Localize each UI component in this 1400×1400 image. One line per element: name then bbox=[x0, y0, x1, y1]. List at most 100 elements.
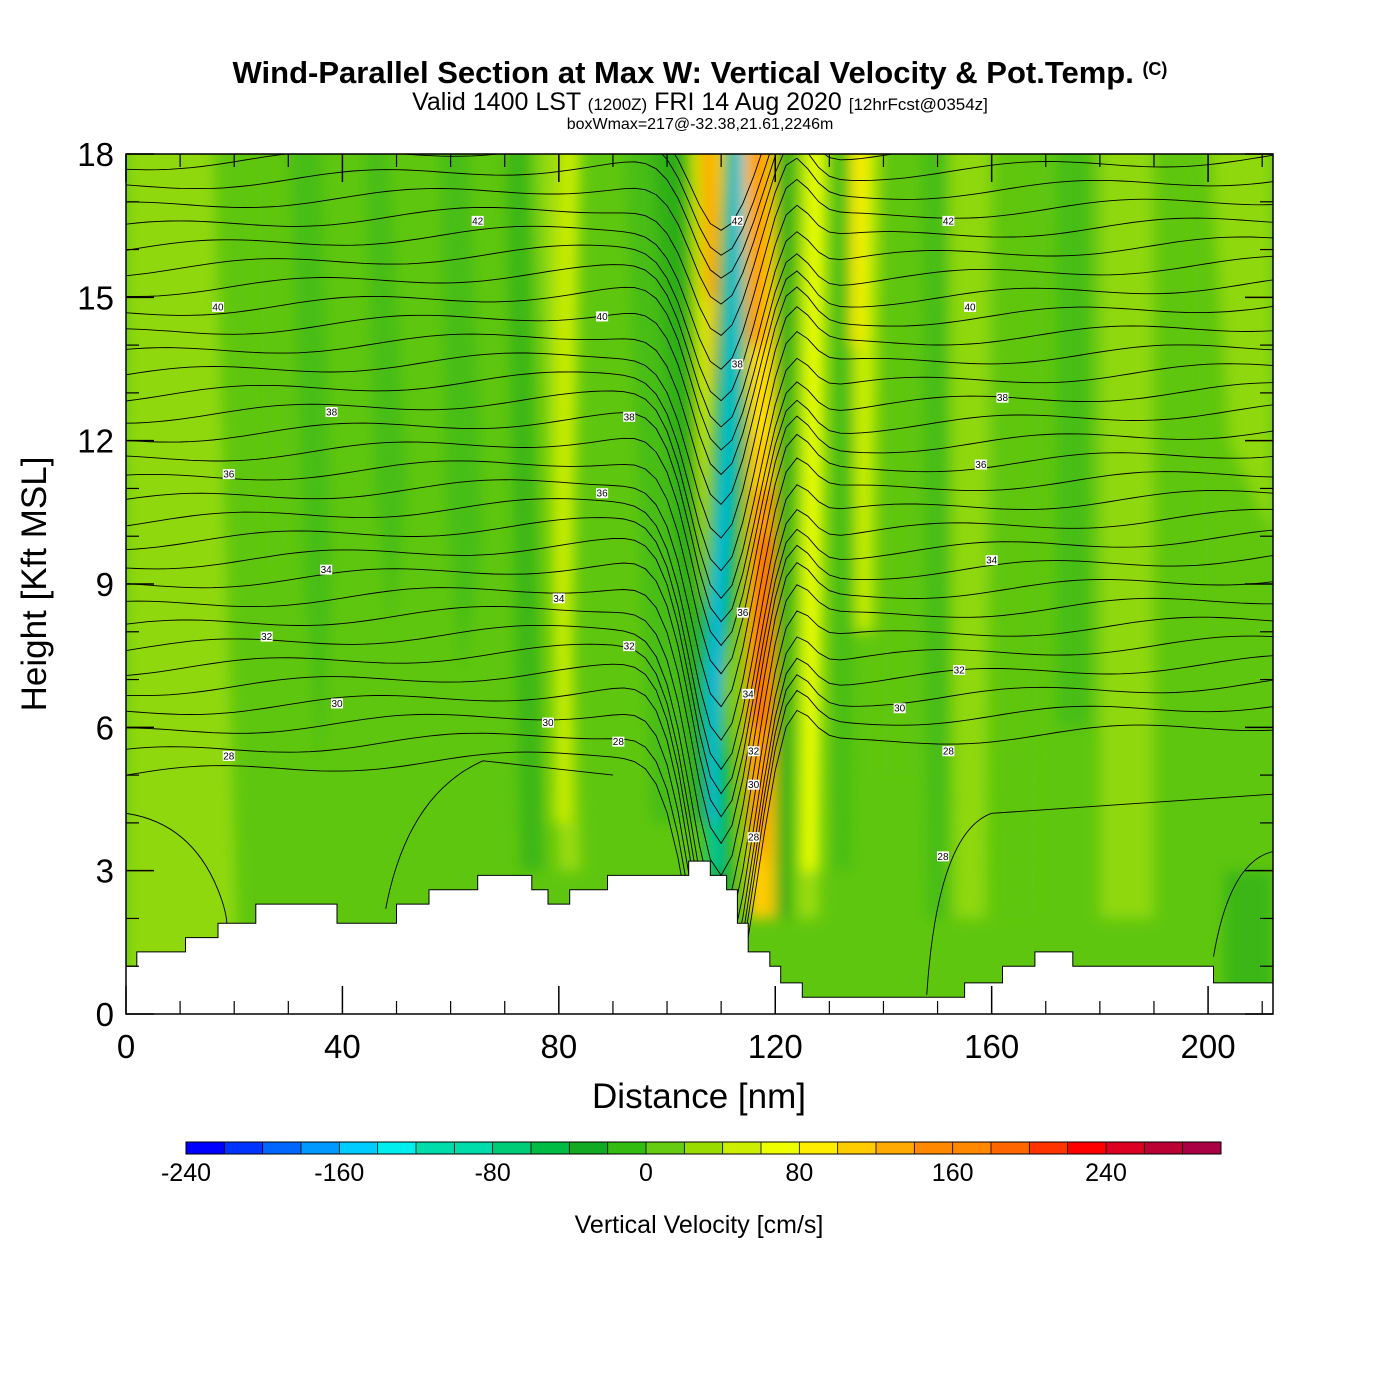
colorbar-swatch bbox=[952, 1142, 992, 1154]
colorbar-tick-label: 80 bbox=[785, 1159, 813, 1187]
colorbar-swatch bbox=[1182, 1142, 1222, 1154]
colorbar-swatch bbox=[1029, 1142, 1069, 1154]
isentrope-line bbox=[126, 270, 1273, 476]
weak-updraft-region bbox=[948, 154, 992, 919]
colorbar-tick-label: 160 bbox=[932, 1159, 974, 1187]
colorbar bbox=[185, 1141, 1222, 1155]
isentrope-line bbox=[126, 415, 1273, 675]
contour-label: 28 bbox=[613, 737, 625, 748]
contour-label: 36 bbox=[975, 460, 987, 471]
colorbar-tick-label: -80 bbox=[475, 1159, 511, 1187]
isentrope-line bbox=[126, 154, 896, 279]
weak-downdraft-stripe bbox=[440, 154, 484, 680]
colorbar-swatch bbox=[799, 1142, 839, 1154]
plot-area: 42 42 42 40 40 40 38 38 38 38 36 36 36 36 34 34 34 34 32 32… bbox=[126, 154, 1273, 1014]
colorbar-swatch bbox=[1106, 1142, 1145, 1154]
weak-downdraft-stripe bbox=[365, 154, 408, 632]
contour-label-bg bbox=[612, 736, 625, 747]
isentrope-line bbox=[126, 457, 1273, 741]
isentrope-line bbox=[126, 231, 1273, 428]
y-tick-label: 18 bbox=[77, 136, 114, 173]
weak-downdraft-stripe bbox=[625, 154, 684, 823]
contour-label: 30 bbox=[748, 780, 760, 791]
y-tick-label: 3 bbox=[96, 853, 114, 890]
colorbar-swatch bbox=[684, 1142, 724, 1154]
colorbar-tick-label: 240 bbox=[1085, 1159, 1127, 1187]
colorbar-tick-label: -160 bbox=[314, 1159, 364, 1187]
colorbar-tick-label: 0 bbox=[639, 1159, 653, 1187]
contour-label: 30 bbox=[331, 699, 343, 710]
contour-label: 32 bbox=[261, 632, 273, 643]
weak-updraft-region bbox=[126, 154, 240, 1014]
x-tick-label: 40 bbox=[324, 1028, 361, 1065]
weak-downdraft-stripe bbox=[505, 154, 543, 871]
copyright-mark: (C) bbox=[1142, 59, 1168, 79]
colorbar-tick-labels: -240 -160 -80 0 80 160 240 bbox=[161, 1159, 1127, 1187]
isentrope-line bbox=[385, 760, 613, 909]
isentrope-line bbox=[126, 484, 1273, 771]
contour-label-bg bbox=[552, 593, 565, 604]
colorbar-tick-label: -240 bbox=[161, 1159, 211, 1187]
colorbar-swatch bbox=[607, 1142, 647, 1154]
contour-label-bg bbox=[331, 698, 344, 709]
axis-ticks bbox=[125, 153, 1273, 1015]
contour-label-bg bbox=[211, 301, 224, 312]
contour-label: 40 bbox=[212, 302, 224, 313]
isentrope-line bbox=[126, 561, 1273, 877]
contour-label: 28 bbox=[223, 752, 235, 763]
contour-label: 32 bbox=[954, 666, 966, 677]
contour-label-bg bbox=[736, 607, 749, 618]
weak-downdraft-stripe bbox=[1224, 870, 1273, 1014]
y-tick-label: 12 bbox=[77, 423, 114, 460]
contour-label-bg bbox=[964, 301, 977, 312]
contour-label-bg bbox=[936, 851, 949, 862]
colorbar-swatch bbox=[301, 1142, 340, 1154]
isentrope-line bbox=[126, 331, 1273, 572]
contour-label: 38 bbox=[732, 360, 744, 371]
colorbar-swatch bbox=[1067, 1142, 1107, 1154]
x-tick-label: 0 bbox=[117, 1028, 135, 1065]
colorbar-swatch bbox=[569, 1142, 609, 1154]
colorbar-swatch bbox=[837, 1142, 877, 1154]
contour-label-bg bbox=[996, 392, 1009, 403]
contour-label-bg bbox=[596, 311, 609, 322]
weak-updraft-stripe bbox=[553, 154, 580, 823]
y-axis-title: Height [Kft MSL] bbox=[15, 457, 54, 712]
contour-label-bg bbox=[953, 665, 966, 675]
colorbar-swatch bbox=[416, 1142, 455, 1154]
colorbar-swatch bbox=[339, 1142, 379, 1154]
contour-label-bg bbox=[747, 832, 760, 843]
x-axis-title: Distance [nm] bbox=[592, 1077, 806, 1116]
contour-label: 28 bbox=[937, 852, 949, 863]
contour-label-bg bbox=[320, 564, 333, 575]
isentrope-line bbox=[126, 433, 1273, 708]
weak-downdraft-stripe bbox=[289, 154, 332, 776]
colorbar-swatch bbox=[761, 1142, 800, 1154]
chart-subtitle: Valid 1400 LST (1200Z) FRI 14 Aug 2020 [… bbox=[412, 88, 988, 116]
title-block: Wind-Parallel Section at Max W: Vertical… bbox=[0, 52, 1400, 133]
colorbar-swatch bbox=[262, 1142, 302, 1154]
contour-label: 32 bbox=[748, 747, 760, 758]
neutral-stripe bbox=[256, 154, 298, 584]
contour-label: 38 bbox=[326, 408, 338, 419]
contour-label: 36 bbox=[737, 608, 749, 619]
updraft-core-upper bbox=[700, 154, 716, 298]
isentrope-line bbox=[126, 399, 1273, 647]
weak-downdraft-stripe bbox=[834, 154, 857, 871]
contour-label: 36 bbox=[223, 470, 235, 481]
y-tick-label: 6 bbox=[96, 709, 114, 746]
contour-label-bg bbox=[985, 555, 998, 566]
y-tick-label: 0 bbox=[96, 996, 114, 1033]
contour-label-bg bbox=[942, 746, 955, 757]
neutral-stripe bbox=[992, 154, 1046, 919]
contour-label-bg bbox=[542, 717, 555, 728]
contour-label-bg bbox=[747, 779, 760, 790]
weak-downdraft-stripe bbox=[1056, 154, 1089, 728]
updraft-stripe bbox=[802, 154, 824, 871]
colorbar-swatch bbox=[876, 1142, 915, 1154]
y-tick-label: 9 bbox=[96, 566, 114, 603]
contour-label-bg bbox=[731, 215, 744, 226]
y-tick-label: 15 bbox=[77, 279, 114, 316]
contour-label: 42 bbox=[943, 216, 955, 227]
